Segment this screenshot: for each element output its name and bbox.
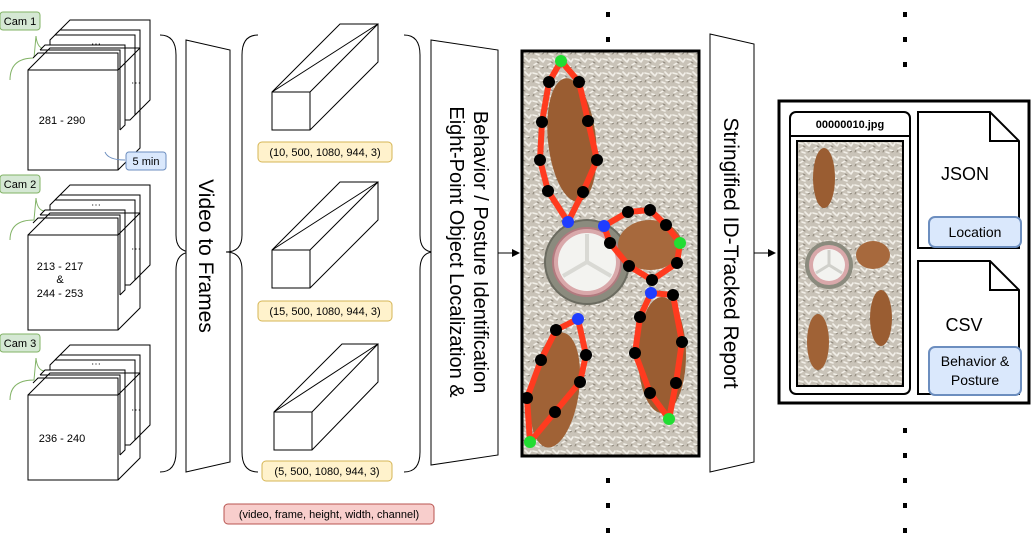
camera-3-label: Cam 3 [4,338,36,350]
tensor-shape-1: (10, 500, 1080, 944, 3) [269,147,380,159]
camera-3-video-stack [27,344,151,481]
camera-1-video-stack [27,19,151,171]
camera-1-dots-side: ⋯ [131,78,141,89]
dots-bottom-center [606,478,610,533]
localization-label-line-2: Behavior / Posture Identification [469,111,491,393]
report-stage-label: Stringified ID-Tracked Report [719,117,742,388]
keypoints [521,55,688,448]
tensor-cuboid-1 [271,23,379,131]
frames-open-brace [225,34,259,473]
camera-1-dots-top: ⋯ [91,39,101,50]
tensor-tag-3 [261,460,393,482]
camera-1-tag [0,11,41,31]
camera-3-range: 236 - 240 [39,433,85,445]
dots-top-right [903,12,907,67]
video-to-frames-label: Video to Frames [194,179,217,333]
frame-filename: 00000010.jpg [816,119,885,131]
camera-2-range-line-3: 244 - 253 [37,288,83,300]
json-document [917,111,1020,249]
camera-2-group: Cam 2 ⋯ ⋯ 213 - 217 & 244 - 253 [0,174,151,331]
location-tag [928,216,1022,248]
camera-3-tag [0,333,41,353]
detection-image [520,49,701,458]
tensor-cuboid-2 [271,181,379,289]
camera-1-range: 281 - 290 [39,115,85,127]
camera-1-duration-tag [125,151,167,171]
location-label: Location [949,224,1002,240]
camera-2-video-stack [27,184,151,331]
video-to-frames-stage: Video to Frames [185,39,231,473]
tensor-shape-2: (15, 500, 1080, 944, 3) [269,306,380,318]
tensor-tag-2 [257,300,393,322]
tensor-cuboid-3 [273,343,379,451]
behavior-posture-tag [928,346,1022,396]
dots-bottom-right [903,428,907,533]
camera-1-label: Cam 1 [4,16,36,28]
camera-3-dots-top: ⋯ [91,359,101,370]
tensor-tag-1 [257,141,393,163]
report-output: 00000010.jpg JSON Location CSV Behavior … [777,99,1031,405]
tensor-legend: (video, frame, height, width, channel) [239,509,419,521]
camera-2-range-line-1: 213 - 217 [37,261,83,273]
camera-1-duration-connector [104,151,126,161]
skeleton-chicken-2 [601,207,683,283]
camera-1-duration: 5 min [133,156,160,168]
frames-close-brace [403,34,435,473]
camera-2-label: Cam 2 [4,179,36,191]
behavior-posture-line-1: Behavior & [941,353,1010,369]
camera-2-tag [0,174,41,194]
camera-3-group: Cam 3 ⋯ ⋯ 236 - 240 [0,333,151,481]
tensor-legend-tag [223,503,435,525]
camera-2-dots-side: ⋯ [131,244,141,255]
localization-stage: Eight-Point Object Localization & Behavi… [430,39,499,466]
chicken-2 [618,220,682,270]
json-label: JSON [941,164,989,184]
tensor-shape-3: (5, 500, 1080, 944, 3) [274,466,379,478]
localization-label-line-1: Eight-Point Object Localization & [445,106,467,398]
camera-1-group: Cam 1 ⋯ ⋯ 281 - 290 5 min [0,11,167,171]
csv-label: CSV [945,315,982,335]
camera-3-dots-side: ⋯ [131,405,141,416]
camera-2-range-line-2: & [56,274,64,286]
behavior-posture-line-2: Posture [951,372,999,388]
report-stage: Stringified ID-Tracked Report [709,33,755,473]
dots-top-center [606,12,610,42]
camera-2-dots-top: ⋯ [91,200,101,211]
